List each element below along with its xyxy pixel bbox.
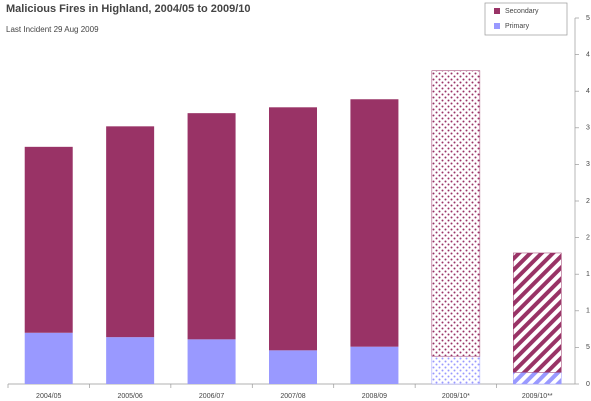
bar-segment [106, 337, 155, 384]
x-tick-label: 2005/06 [117, 393, 142, 400]
bar-segment [513, 252, 562, 373]
y-tick-label: 4 [586, 88, 590, 95]
y-tick-label: 5 [586, 344, 590, 351]
chart-subtitle: Last Incident 29 Aug 2009 [6, 25, 99, 34]
bar-segment [513, 372, 562, 385]
x-tick-label: 2009/10* [442, 393, 470, 400]
y-tick-label: 2 [586, 234, 590, 241]
x-tick-label: 2008/09 [362, 393, 387, 400]
legend-swatch [494, 8, 500, 14]
legend-swatch [494, 23, 500, 29]
bar-segment [106, 126, 155, 338]
bar-segment [24, 146, 73, 333]
bar-segment [269, 107, 317, 351]
x-tick-label: 2004/05 [36, 393, 61, 400]
bar-segment [431, 70, 481, 357]
y-tick-label: 3 [586, 161, 590, 168]
bar-segment [24, 332, 73, 384]
y-tick-label: 0 [586, 381, 590, 388]
bar-segment [187, 113, 236, 340]
y-tick-label: 3 [586, 125, 590, 132]
bar-segment [350, 346, 399, 384]
bar-segment [350, 99, 399, 347]
legend-label: Primary [505, 23, 530, 30]
bar-segment [431, 355, 481, 385]
y-tick-label: 1 [586, 308, 590, 315]
y-tick-label: 4 [586, 51, 590, 58]
x-tick-label: 2007/08 [280, 393, 305, 400]
chart-title: Malicious Fires in Highland, 2004/05 to … [6, 3, 251, 15]
bar-segment [269, 350, 317, 384]
legend-label: Secondary [505, 8, 539, 15]
y-tick-label: 5 [586, 15, 590, 22]
y-tick-label: 2 [586, 198, 590, 205]
x-tick-label: 2006/07 [199, 393, 224, 400]
y-tick-label: 1 [586, 271, 590, 278]
bar-segment [187, 339, 236, 384]
x-tick-label: 2009/10** [522, 393, 553, 400]
